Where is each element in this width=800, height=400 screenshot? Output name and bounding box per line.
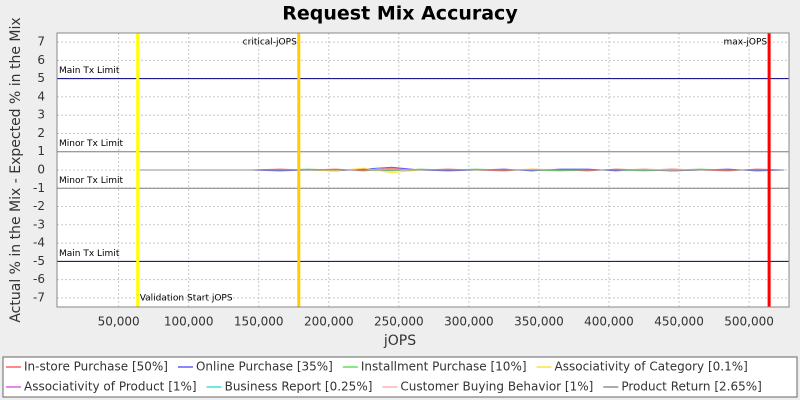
y-tick-label: -1 [33,181,45,195]
legend [2,356,798,398]
marker-label: Validation Start jOPS [140,294,233,304]
y-tick-label: 6 [37,53,45,67]
y-tick-label: 4 [37,89,45,103]
marker-label: critical-jOPS [243,38,297,48]
threshold-label: Main Tx Limit [59,66,120,76]
x-tick-label: 450,000 [654,315,704,329]
y-tick-label: -7 [33,290,45,304]
y-tick-label: -6 [33,272,45,286]
legend-label: Customer Buying Behavior [1%] [400,380,593,394]
chart-title: Request Mix Accuracy [282,3,518,25]
x-tick-label: 100,000 [164,315,214,329]
y-tick-label: 3 [37,108,45,122]
series-line [139,169,785,172]
legend-label: Product Return [2.65%] [621,380,762,394]
x-tick-label: 300,000 [444,315,494,329]
y-tick-label: 1 [37,144,45,158]
legend-label: In-store Purchase [50%] [24,360,168,374]
legend-label: Associativity of Category [0.1%] [555,360,748,374]
x-tick-label: 50,000 [98,315,140,329]
y-tick-label: -5 [33,254,45,268]
legend-label: Business Report [0.25%] [225,380,373,394]
legend-label: Associativity of Product [1%] [24,380,197,394]
threshold-label: Main Tx Limit [59,249,120,259]
x-tick-label: 250,000 [374,315,424,329]
y-tick-label: -4 [33,236,45,250]
x-tick-label: 150,000 [234,315,284,329]
y-tick-label: 5 [37,71,45,85]
plot-border [56,32,790,308]
threshold-label: Minor Tx Limit [59,176,124,186]
y-tick-label: -2 [33,199,45,213]
x-tick-label: 500,000 [724,315,774,329]
legend-label: Installment Purchase [10%] [361,360,527,374]
x-axis-label: jOPS [383,333,416,349]
x-tick-label: 350,000 [514,315,564,329]
x-tick-label: 200,000 [304,315,354,329]
y-tick-label: 2 [37,126,45,140]
y-tick-label: 7 [37,35,45,49]
y-tick-label: -3 [33,217,45,231]
legend-label: Online Purchase [35%] [196,360,333,374]
threshold-label: Minor Tx Limit [59,139,124,149]
y-axis-label: Actual % in the Mix - Expected % in the … [8,17,24,322]
x-tick-label: 400,000 [584,315,634,329]
y-tick-label: 0 [37,163,45,177]
marker-label: max-jOPS [724,38,768,48]
